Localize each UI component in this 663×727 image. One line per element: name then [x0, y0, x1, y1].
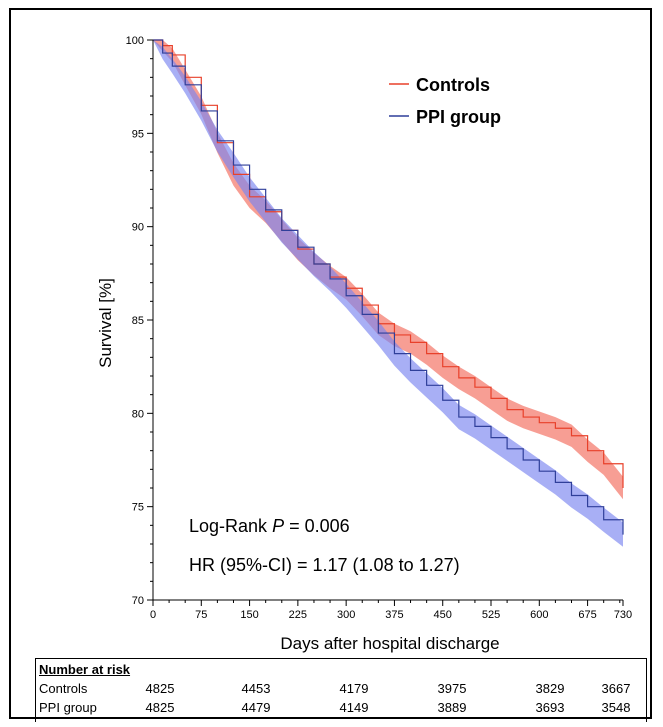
y-axis-label: Survival [%]: [96, 278, 115, 368]
x-tick-label: 675: [578, 609, 596, 621]
legend: Controls PPI group: [389, 75, 501, 127]
y-tick-label: 85: [132, 315, 144, 327]
legend-label-controls: Controls: [416, 75, 490, 95]
risk-cell: 4825: [145, 681, 175, 696]
x-tick-label: 375: [385, 609, 403, 621]
logrank-p-symbol: P: [272, 516, 284, 536]
ci-band-ppi-group: [153, 40, 623, 547]
risk-cell: 3829: [535, 681, 565, 696]
x-tick-label: 75: [195, 609, 207, 621]
logrank-value: = 0.006: [284, 516, 350, 536]
y-tick-label: 70: [132, 595, 144, 607]
x-tick-label: 525: [482, 609, 500, 621]
y-tick-label: 90: [132, 222, 144, 234]
risk-cell: 3667: [601, 681, 631, 696]
hazard-ratio-annotation: HR (95%-CI) = 1.17 (1.08 to 1.27): [189, 555, 460, 575]
y-tick-label: 80: [132, 408, 144, 420]
logrank-annotation: Log-Rank P = 0.006: [189, 516, 350, 536]
risk-cell: 3693: [535, 700, 565, 715]
risk-cell: 4453: [241, 681, 271, 696]
x-tick-label: 600: [530, 609, 548, 621]
survival-chart: 70 75 80 85 90 95 100 0 75 150 225 300 375 450 525 600 6…: [96, 35, 633, 653]
ci-band-controls: [153, 40, 623, 500]
logrank-prefix: Log-Rank: [189, 516, 272, 536]
x-tick-label: 0: [150, 609, 156, 621]
y-tick-label: 75: [132, 502, 144, 514]
risk-cell: 3975: [437, 681, 467, 696]
confidence-bands: [153, 40, 623, 547]
axes: 70 75 80 85 90 95 100 0 75 150 225 300 375 450 525 600 6…: [126, 35, 633, 621]
risk-cell: 4479: [241, 700, 271, 715]
risk-table-title: Number at risk: [39, 662, 131, 677]
risk-cell: 4179: [339, 681, 369, 696]
y-tick-label: 100: [126, 35, 144, 47]
x-tick-label: 225: [289, 609, 307, 621]
number-at-risk-table: Number at risk Controls 4825 4453 4179 3975 3…: [35, 658, 647, 722]
legend-label-ppi-group: PPI group: [416, 107, 501, 127]
figure-frame: 70 75 80 85 90 95 100 0 75 150 225 300 375 450 525 600 6…: [9, 8, 652, 722]
x-tick-label: 730: [614, 609, 632, 621]
y-tick-label: 95: [132, 128, 144, 140]
risk-cell: 4149: [339, 700, 369, 715]
risk-cell: 3889: [437, 700, 467, 715]
x-tick-label: 150: [240, 609, 258, 621]
survival-curves: [153, 39, 624, 535]
risk-cell: 4825: [145, 700, 175, 715]
x-axis-label: Days after hospital discharge: [280, 634, 499, 653]
risk-row-label: Controls: [39, 681, 88, 696]
survival-curve-ppi-group: [153, 39, 624, 535]
risk-row-label: PPI group: [39, 700, 97, 715]
risk-cell: 3548: [601, 700, 631, 715]
x-tick-label: 300: [337, 609, 355, 621]
x-tick-label: 450: [434, 609, 452, 621]
